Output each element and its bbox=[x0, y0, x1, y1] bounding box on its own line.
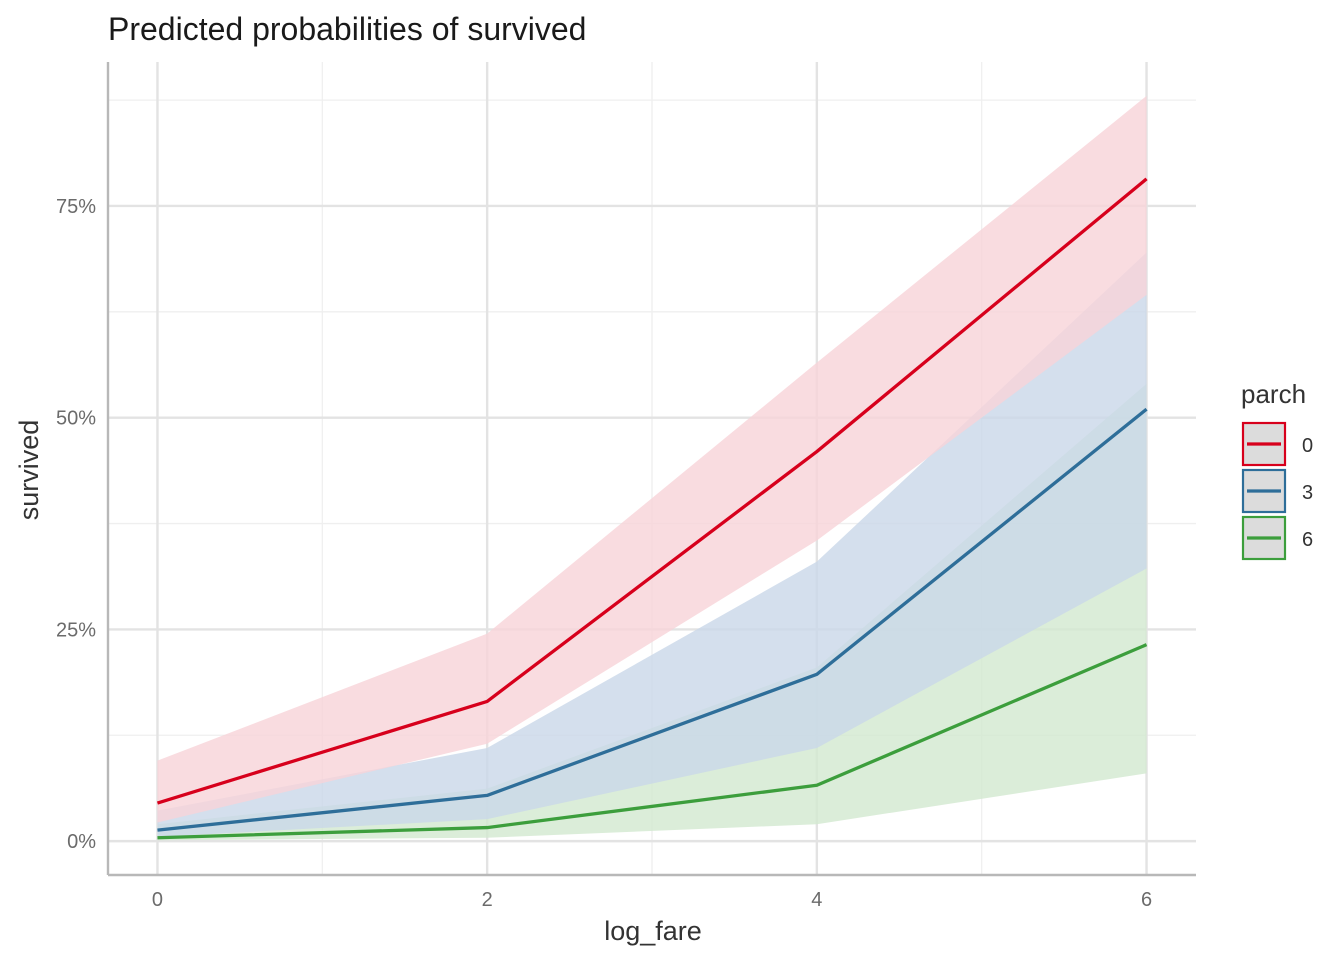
y-axis-title: survived bbox=[14, 420, 44, 521]
legend-item-6: 6 bbox=[1241, 515, 1313, 561]
series-line-6 bbox=[157, 643, 1148, 840]
y-tick-label: 0% bbox=[67, 831, 96, 853]
y-tick-label: 25% bbox=[56, 619, 96, 641]
legend-item-0: 0 bbox=[1241, 421, 1313, 467]
y-tick-label: 75% bbox=[56, 196, 96, 218]
confidence-bands bbox=[157, 95, 1147, 841]
ci-band-0 bbox=[157, 95, 1147, 823]
axes bbox=[106, 62, 1196, 877]
chart-title: Predicted probabilities of survived bbox=[108, 11, 586, 47]
ci-band-3 bbox=[157, 252, 1147, 837]
x-tick-label: 6 bbox=[1141, 889, 1152, 911]
series-lines bbox=[156, 177, 1148, 840]
legend-label: 6 bbox=[1302, 529, 1313, 551]
x-tick-label: 4 bbox=[811, 889, 822, 911]
legend-item-3: 3 bbox=[1241, 468, 1313, 514]
ci-band-6 bbox=[157, 383, 1147, 841]
legend-title: parch bbox=[1241, 379, 1306, 409]
tick-labels: 0 2 4 6 0% 25% 50% 75% bbox=[56, 196, 1152, 911]
x-axis-title: log_fare bbox=[604, 916, 702, 946]
x-tick-label: 2 bbox=[482, 889, 493, 911]
x-tick-label: 0 bbox=[152, 889, 163, 911]
series-line-0 bbox=[156, 177, 1148, 805]
y-tick-label: 50% bbox=[56, 408, 96, 430]
legend-label: 0 bbox=[1302, 435, 1313, 457]
series-line-3 bbox=[157, 407, 1148, 832]
legend-label: 3 bbox=[1302, 482, 1313, 504]
legend: parch 0 3 6 bbox=[1241, 379, 1313, 561]
